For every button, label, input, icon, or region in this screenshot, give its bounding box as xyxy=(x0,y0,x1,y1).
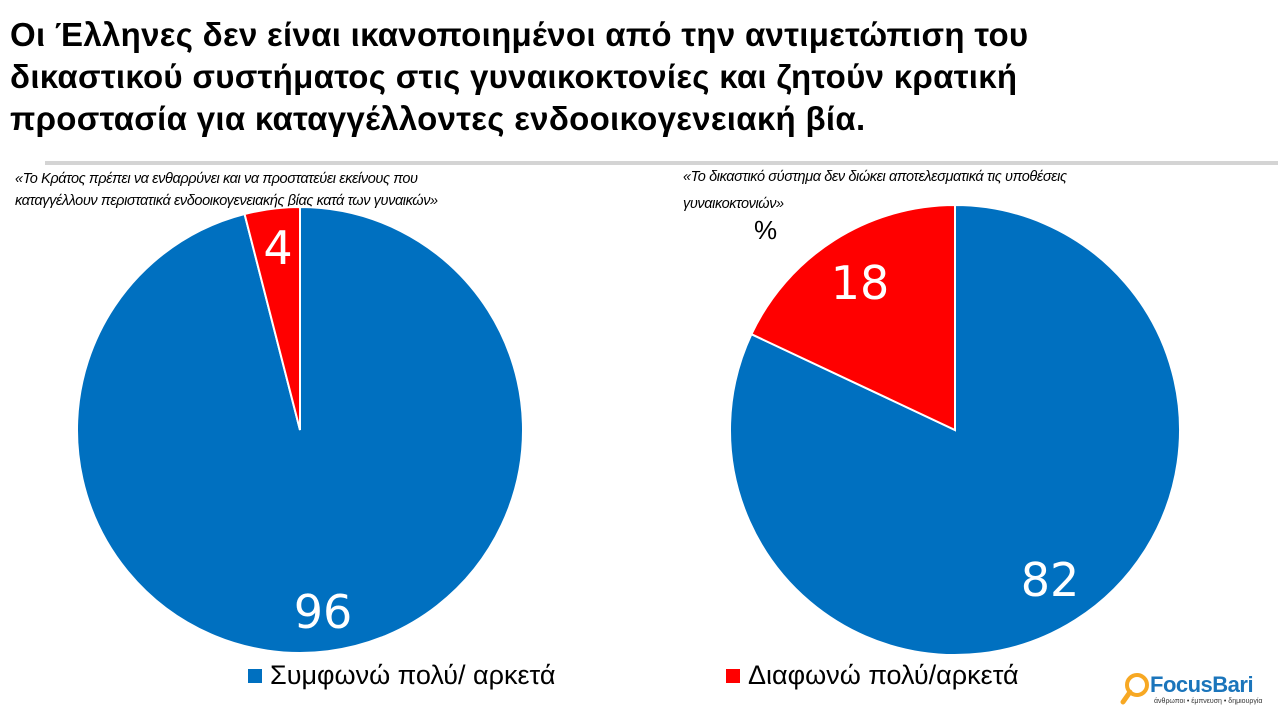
title-line-3: προστασία για καταγγέλλοντες ενδοοικογεν… xyxy=(10,100,866,137)
logo-brand: FocusBari xyxy=(1150,672,1254,697)
legend-label-agree: Συμφωνώ πολύ/ αρκετά xyxy=(270,660,556,690)
chart-1-question-line-2: καταγγέλλουν περιστατικά ενδοοικογενειακ… xyxy=(15,193,438,209)
legend-item-agree: Συμφωνώ πολύ/ αρκετά xyxy=(248,660,555,691)
logo-tagline: άνθρωποι • έμπνευση • δημιουργία xyxy=(1154,698,1263,705)
slide-title: Οι Έλληνες δεν είναι ικανοποιημένοι από … xyxy=(10,14,1210,140)
legend-item-disagree: Διαφωνώ πολύ/αρκετά xyxy=(726,660,1019,691)
divider-line xyxy=(45,161,1278,165)
pie-1-disagree-value: 4 xyxy=(263,221,293,275)
chart-2-question-line-2: γυναικοκτονιών» xyxy=(683,196,784,212)
focusbari-logo: FocusBari άνθρωποι • έμπνευση • δημιουργ… xyxy=(1120,670,1270,710)
percent-unit-label: % xyxy=(754,215,778,245)
pie-1-agree-value: 96 xyxy=(293,585,353,639)
pie-2-agree-value: 82 xyxy=(1020,553,1080,607)
pie-chart-2 xyxy=(729,203,1181,656)
pie-chart-1 xyxy=(76,205,524,654)
legend-label-disagree: Διαφωνώ πολύ/αρκετά xyxy=(748,660,1019,690)
legend-swatch-disagree xyxy=(726,668,740,683)
chart-2-question: «Το δικαστικό σύστημα δεν διώκει αποτελε… xyxy=(683,164,1067,218)
pie-slice-agree xyxy=(729,203,1181,656)
pie-slice-disagree xyxy=(750,203,956,432)
pie-2-disagree-value: 18 xyxy=(830,256,890,310)
chart-1-question-line-1: «Το Κράτος πρέπει να ενθαρρύνει και να π… xyxy=(15,171,418,187)
title-line-2: δικαστικού συστήματος στις γυναικοκτονίε… xyxy=(10,58,1018,95)
pie-slice-disagree xyxy=(243,205,301,431)
title-line-1: Οι Έλληνες δεν είναι ικανοποιημένοι από … xyxy=(10,16,1029,53)
magnifier-icon xyxy=(1120,673,1149,705)
chart-1-question: «Το Κράτος πρέπει να ενθαρρύνει και να π… xyxy=(15,168,438,212)
chart-2-question-line-1: «Το δικαστικό σύστημα δεν διώκει αποτελε… xyxy=(683,169,1067,185)
legend-swatch-agree xyxy=(248,668,262,683)
